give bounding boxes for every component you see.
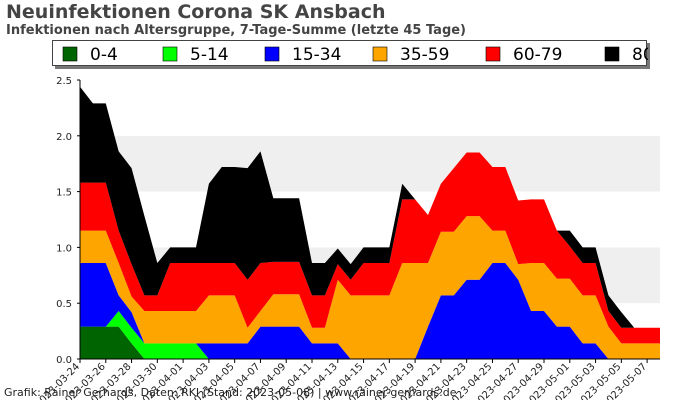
y-tick-labels: 0.0 0.5 1.0 1.5 2.0 2.5 [56, 76, 80, 366]
axes [79, 80, 660, 360]
chart-subtitle: Infektionen nach Altersgruppe, 7-Tage-Su… [6, 23, 467, 38]
legend-swatch-15-34 [264, 46, 280, 62]
legend-items: 0-4 5-14 15-34 35-59 60-79 80+ [62, 45, 668, 65]
area-series-0-4 [80, 326, 660, 359]
y-tick-label: 2.0 [56, 132, 72, 143]
area-series-60-79 [80, 152, 660, 344]
legend-label-60-79: 60-79 [513, 45, 562, 65]
legend-label-0-4: 0-4 [90, 45, 118, 65]
legend-label-80+: 80+ [632, 45, 648, 65]
legend-swatch-80+ [604, 46, 620, 62]
legend-swatch-35-59 [372, 46, 388, 62]
y-tick-label: 2.5 [56, 76, 72, 87]
area-series-35-59 [80, 216, 660, 359]
legend-label-5-14: 5-14 [190, 45, 229, 65]
y-tick-label: 1.5 [56, 188, 72, 199]
stacked-areas [80, 86, 660, 359]
grid-band [80, 80, 660, 136]
grid-band [80, 135, 660, 192]
credit-line: Grafik: Rainer Gerhards, Daten: RKI (Sta… [4, 386, 457, 399]
y-tick-label: 0.5 [56, 299, 72, 310]
chart-title: Neuinfektionen Corona SK Ansbach [6, 1, 386, 23]
legend-label-15-34: 15-34 [292, 45, 341, 65]
legend-swatch-60-79 [485, 46, 501, 62]
area-series-15-34 [80, 263, 660, 359]
y-tick-label: 0.0 [56, 355, 72, 366]
legend: 0-4 5-14 15-34 35-59 60-79 80+ [52, 40, 668, 66]
y-tick-label: 1.0 [56, 243, 72, 254]
legend-swatch-5-14 [162, 46, 178, 62]
legend-label-35-59: 35-59 [400, 45, 449, 65]
legend-swatch-0-4 [62, 46, 78, 62]
